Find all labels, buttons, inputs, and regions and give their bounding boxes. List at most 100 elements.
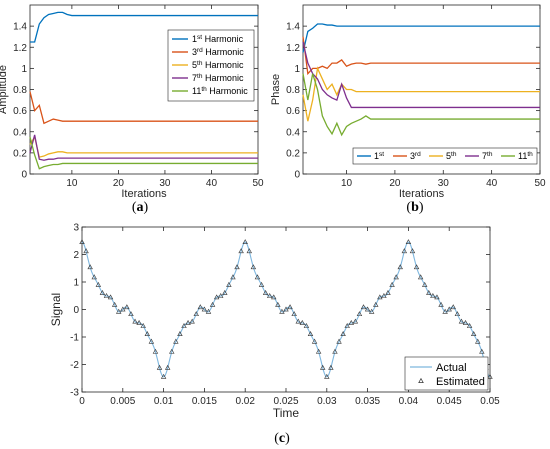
estimated-marker [405,239,412,245]
estimated-marker [356,311,363,317]
estimated-marker [442,308,448,314]
x-tick-label: 50 [252,178,264,189]
estimated-marker [177,331,183,336]
amplitude-chart: 0 0.2 0.4 0.6 0.8 1 1.2 1.4 10 20 30 40 50 Iterations… [0,4,264,200]
estimated-marker [348,319,354,325]
x-tick-label: 20 [113,178,125,189]
estimated-marker [434,294,440,300]
y-tick-label: 1 [73,278,79,289]
x-tick-label: 0.015 [192,396,217,407]
y-tick-label: 0.6 [13,106,27,117]
estimated-marker [222,289,228,295]
y-tick-label: -2 [70,360,79,371]
estimated-marker [475,338,481,344]
estimated-marker [185,319,191,325]
y-tick-label: 1.2 [13,43,27,54]
x-tick-label: 40 [486,178,498,189]
estimated-marker [279,308,285,314]
caption-a: (a) [132,200,149,215]
estimated-marker [438,301,444,307]
estimated-marker [266,292,273,298]
x-tick-label: 10 [66,178,78,189]
y-tick-label: 0 [73,305,79,316]
y-tick-label: 0.2 [286,148,300,159]
estimated-marker [450,304,456,310]
estimated-marker [360,304,367,310]
estimated-marker [189,318,195,324]
estimated-marker [426,289,432,295]
y-tick-label: 1.4 [13,22,27,33]
estimated-marker [307,331,314,336]
legend-entry: 7th Harmonic [192,73,244,83]
y-axis-label: Amplitude [0,65,9,114]
y-tick-label: -1 [70,333,79,344]
estimated-marker [83,248,89,254]
x-tick-label: 30 [438,178,450,189]
estimated-marker [413,264,420,270]
estimated-marker [193,311,199,317]
estimated-marker [422,281,428,287]
estimated-marker [209,301,216,307]
series-line [302,66,540,122]
x-tick-label: 20 [389,178,401,189]
legend-entry: 7th [482,151,493,161]
legend-entry-actual: Actual [436,362,467,374]
y-tick-label: 3 [73,223,79,234]
estimated-marker [111,301,118,307]
estimated-marker [324,373,330,379]
x-tick-label: 50 [534,178,546,189]
estimated-marker [315,348,322,354]
estimated-marker [120,306,126,312]
y-tick-label: 2 [73,250,79,261]
estimated-marker [340,331,346,336]
estimated-marker [446,306,452,312]
estimated-marker [148,338,155,344]
estimated-marker [152,348,159,354]
estimated-marker [144,331,150,336]
estimated-marker [218,292,224,298]
estimated-marker [368,308,375,314]
estimated-marker [397,264,403,270]
legend-box [404,356,489,391]
estimated-marker [352,318,359,324]
x-tick-label: 0.02 [235,396,255,407]
signal-chart: -3 -2 -1 0 1 2 3 0 0.005 0.01 0.015 0.02 0.025 0.03 0.… [49,223,500,421]
estimated-marker [295,318,301,324]
estimated-marker [344,323,350,328]
estimated-marker [230,274,236,280]
series-line [29,136,258,170]
estimated-marker [87,264,93,270]
legend-entry: 11th Harmonic [192,86,248,96]
estimated-marker [213,294,220,300]
y-tick-label: 0.6 [286,106,300,117]
estimated-marker [328,364,334,370]
estimated-marker [201,306,208,312]
estimated-marker [299,319,306,325]
y-axis-label: Signal [49,293,63,326]
estimated-marker [160,373,167,379]
estimated-marker [389,281,395,287]
x-tick-label: 0.05 [480,396,500,407]
estimated-marker [254,274,261,280]
caption-b: (b) [406,200,423,215]
estimated-marker [364,306,371,312]
estimated-marker [140,323,146,328]
estimated-marker [258,281,265,287]
legend-entry: 11th [518,151,533,161]
estimated-marker [470,331,477,336]
estimated-marker [466,323,473,328]
series-line [29,91,258,125]
estimated-marker [311,338,318,344]
y-tick-label: 1.4 [286,22,300,33]
series-line [302,73,540,137]
y-tick-label: 1 [294,64,300,75]
x-tick-label: 0.045 [437,396,462,407]
x-tick-label: 0.005 [110,396,135,407]
estimated-marker [99,289,106,295]
estimated-marker [385,289,391,295]
estimated-marker [103,292,110,298]
series-line [302,36,540,76]
x-tick-label: 0.04 [399,396,419,407]
y-tick-label: 0.4 [13,127,27,138]
estimated-marker [479,348,485,354]
